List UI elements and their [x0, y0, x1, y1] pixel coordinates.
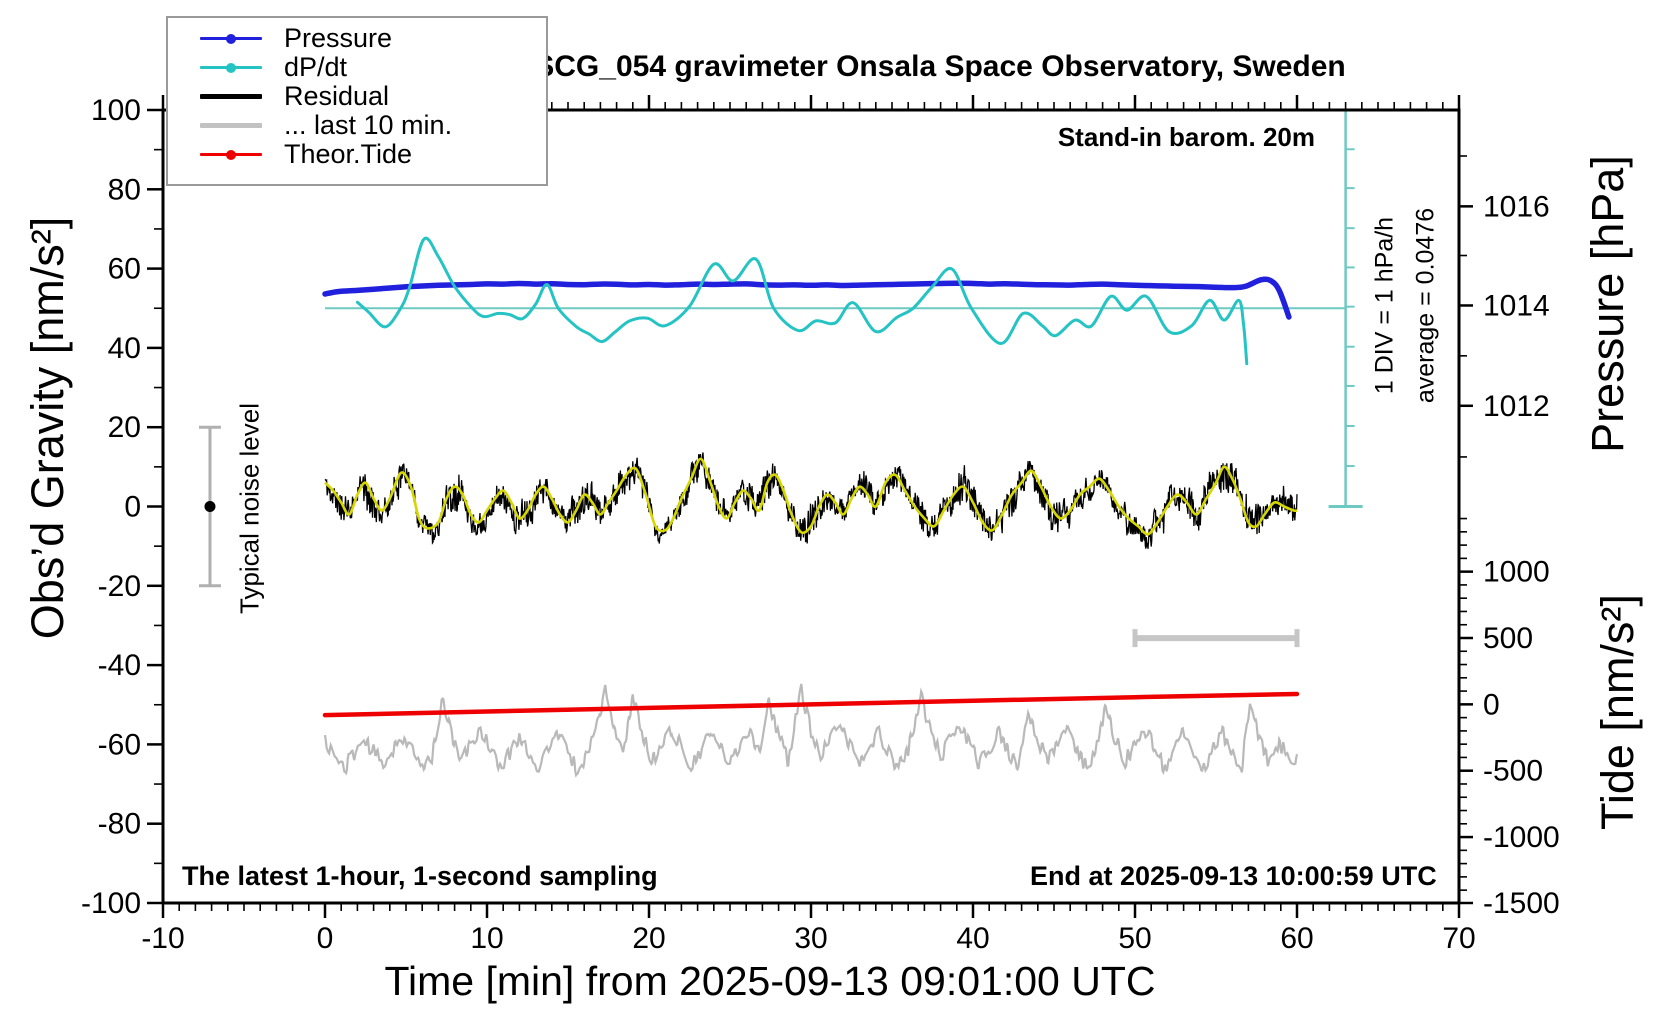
x-tick-label: 40 — [956, 922, 989, 955]
legend-item-dpdt: dP/dt — [168, 52, 546, 82]
dpdt-series — [355, 236, 1249, 366]
y-tick-label-gravity: -80 — [98, 808, 141, 841]
last10min-series — [323, 683, 1299, 778]
y-tick-label-gravity: -40 — [98, 649, 141, 682]
y-tick-label-tide: -500 — [1483, 755, 1543, 788]
x-tick-label: 60 — [1280, 922, 1313, 955]
y-tick-label-tide: 0 — [1483, 688, 1500, 721]
x-axis-title: Time [min] from 2025-09-13 09:01:00 UTC — [384, 958, 1156, 1004]
x-tick-label: 20 — [632, 922, 665, 955]
y-tick-label-gravity: -60 — [98, 728, 141, 761]
x-tick-label: 70 — [1442, 922, 1475, 955]
y-tick-label-tide: -1500 — [1483, 887, 1560, 920]
theortide-series — [322, 691, 1300, 718]
y-tick-label-gravity: 60 — [108, 253, 141, 286]
end-time-note: End at 2025-09-13 10:00:59 UTC — [1030, 861, 1437, 891]
legend-item-pressure: Pressure — [168, 23, 546, 53]
y-tick-label-pressure: 1012 — [1483, 390, 1550, 423]
x-tick-label: 10 — [470, 922, 503, 955]
residual-smoothed-series — [324, 457, 1298, 536]
legend-box: Pressure dP/dt Residual ... last 10 min.… — [166, 16, 548, 186]
legend-item-theortide: Theor.Tide — [168, 139, 546, 169]
y-axis-title-tide: Tide [nm/s²] — [1592, 594, 1643, 830]
sampling-note: The latest 1-hour, 1-second sampling — [182, 861, 658, 891]
y-tick-label-gravity: 100 — [91, 94, 141, 127]
legend-label: Residual — [284, 81, 390, 111]
y-tick-label-tide: 1000 — [1483, 556, 1550, 589]
dpdt-line-icon — [200, 62, 262, 73]
dpdt-average-label: average = 0.0476 — [1411, 207, 1440, 404]
y-tick-label-gravity: 0 — [124, 491, 141, 524]
y-tick-label-gravity: 80 — [108, 173, 141, 206]
legend-label: dP/dt — [284, 52, 348, 82]
legend-item-last10min: ... last 10 min. — [168, 110, 546, 140]
residual-series — [324, 452, 1298, 549]
y-tick-label-tide: -1000 — [1483, 821, 1560, 854]
barometer-note: Stand-in barom. 20m — [1057, 122, 1315, 152]
y-tick-label-gravity: -100 — [81, 887, 141, 920]
y-axis-title-gravity: Obs’d Gravity [nm/s²] — [22, 216, 73, 640]
pressure-series — [322, 276, 1292, 320]
legend-label: Pressure — [284, 23, 393, 53]
x-tick-label: 30 — [794, 922, 827, 955]
y-tick-label-pressure: 1016 — [1483, 190, 1550, 223]
dpdt-scale-label: 1 DIV = 1 hPa/h — [1370, 216, 1399, 395]
noise-level-label: Typical noise level — [234, 403, 265, 614]
last10min-line-icon — [200, 123, 262, 128]
y-tick-label-pressure: 1014 — [1483, 289, 1550, 322]
theortide-line-icon — [200, 149, 262, 160]
x-tick-label: 0 — [317, 922, 334, 955]
x-tick-label: -10 — [141, 922, 184, 955]
x-tick-label: 50 — [1118, 922, 1151, 955]
legend-label: ... last 10 min. — [284, 110, 453, 140]
y-tick-label-gravity: 40 — [108, 332, 141, 365]
y-tick-label-tide: 500 — [1483, 622, 1533, 655]
chart-title: SCG_054 gravimeter Onsala Space Observat… — [534, 50, 1346, 83]
legend-label: Theor.Tide — [284, 139, 413, 169]
noise-bar-dot — [204, 501, 216, 512]
legend-item-residual: Residual — [168, 81, 546, 111]
y-tick-label-gravity: -20 — [98, 570, 141, 603]
residual-line-icon — [200, 94, 262, 99]
pressure-line-icon — [200, 33, 262, 44]
y-tick-label-gravity: 20 — [108, 411, 141, 444]
